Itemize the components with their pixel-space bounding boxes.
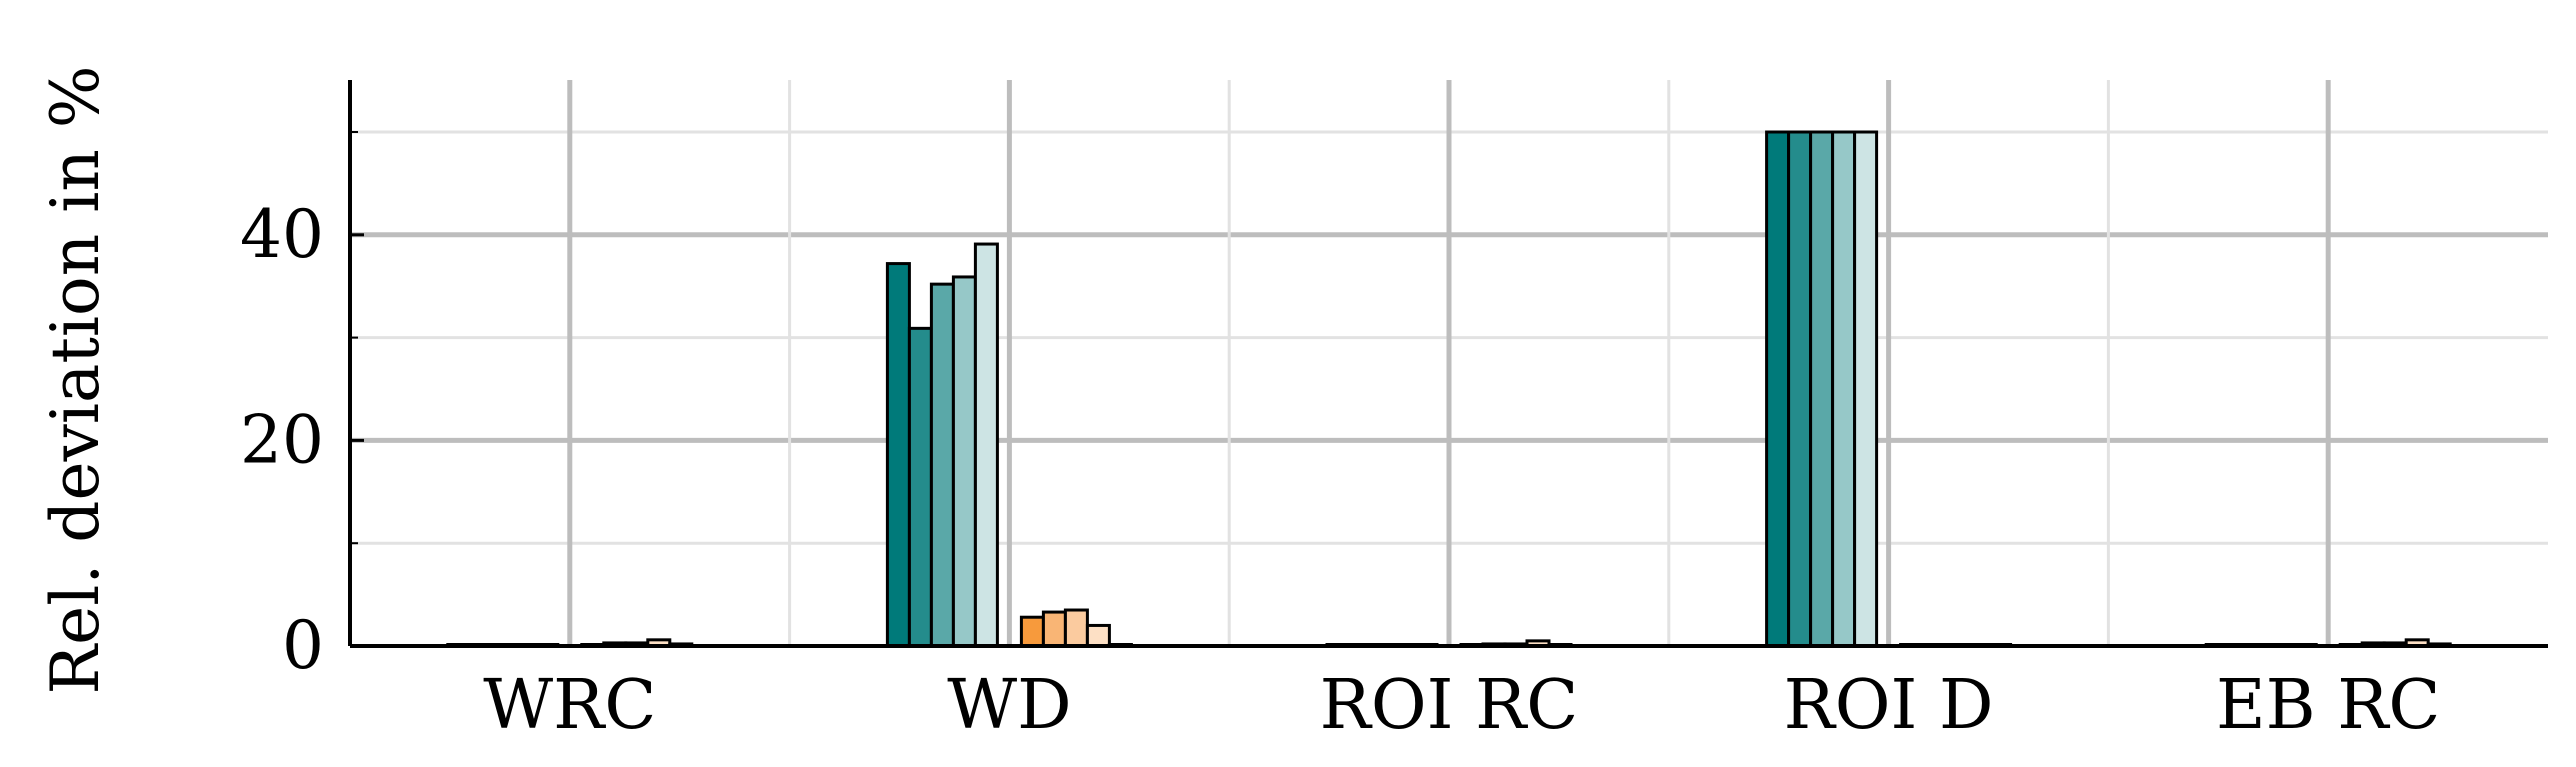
labels: 0 20 40 WRC WD ROI RC ROI D EB RC: [240, 196, 2440, 745]
y-axis-label: Rel. deviation in %: [37, 65, 114, 694]
bar-roi-d-0: [1765, 130, 1791, 648]
x-tick-label: ROI RC: [1320, 666, 1579, 745]
bar-wd-4: [973, 242, 999, 648]
bar-wd-5: [1019, 615, 1045, 648]
bar-roi-d-4: [1853, 130, 1879, 648]
x-tick-label: WRC: [483, 666, 656, 745]
x-tick-label: EB RC: [2216, 666, 2440, 745]
y-tick-label: 20: [240, 401, 324, 478]
bar-roi-d-1: [1787, 130, 1813, 648]
x-tick-label: WD: [947, 666, 1071, 745]
y-tick-label: 0: [282, 607, 324, 684]
bar-wd-1: [907, 326, 933, 648]
bar-wd-7: [1063, 608, 1089, 648]
bar-wd-3: [951, 275, 977, 648]
bar-wd-6: [1041, 610, 1067, 648]
bars: [446, 130, 2452, 648]
bar-roi-d-3: [1831, 130, 1857, 648]
bar-roi-d-2: [1809, 130, 1835, 648]
bar-wd-0: [885, 262, 911, 648]
x-tick-label: ROI D: [1784, 666, 1994, 745]
bar-wd-8: [1085, 623, 1111, 648]
axes: [348, 80, 2548, 648]
grid: [350, 80, 2548, 646]
y-tick-label: 40: [240, 196, 324, 273]
bar-wd-2: [929, 282, 955, 648]
